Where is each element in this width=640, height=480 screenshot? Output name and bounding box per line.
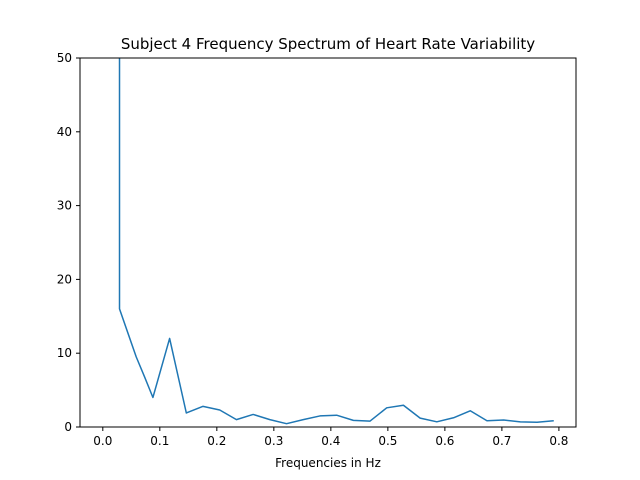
y-tick-label: 0 — [64, 420, 72, 434]
series-line — [118, 58, 554, 425]
x-tick-label: 0.0 — [93, 434, 112, 448]
y-tick-label: 20 — [57, 272, 72, 286]
x-tick-label: 0.8 — [549, 434, 568, 448]
x-tick-label: 0.3 — [264, 434, 283, 448]
y-axis: 0 10 20 30 40 50 — [57, 51, 80, 434]
y-tick-label: 50 — [57, 51, 72, 65]
y-tick-label: 10 — [57, 346, 72, 360]
x-axis-label: Frequencies in Hz — [275, 456, 381, 470]
y-tick-label: 30 — [57, 199, 72, 213]
chart-title: Subject 4 Frequency Spectrum of Heart Ra… — [121, 35, 535, 53]
x-tick-label: 0.6 — [435, 434, 454, 448]
x-tick-label: 0.7 — [492, 434, 511, 448]
y-tick-label: 40 — [57, 125, 72, 139]
x-tick-label: 0.2 — [207, 434, 226, 448]
x-tick-label: 0.4 — [321, 434, 340, 448]
x-tick-label: 0.1 — [150, 434, 169, 448]
plot-frame — [79, 57, 577, 428]
series-group — [118, 58, 554, 425]
x-tick-label: 0.5 — [378, 434, 397, 448]
x-axis: 0.0 0.1 0.2 0.3 0.4 0.5 0.6 0.7 0.8 — [93, 427, 568, 448]
